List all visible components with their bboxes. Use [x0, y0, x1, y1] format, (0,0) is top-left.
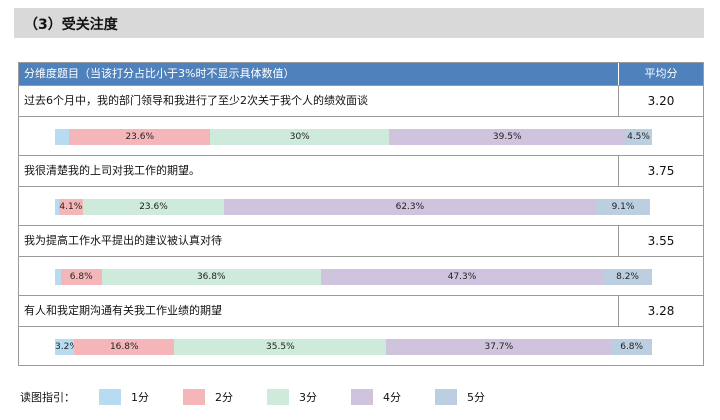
bar-segment-score-3: 30%	[210, 129, 390, 145]
average-score: 3.20	[618, 86, 703, 116]
legend-item-score-1: 1分	[99, 389, 149, 405]
bar-row: 3.2% 16.8% 35.5% 37.7% 6.8%	[19, 326, 703, 365]
header-average: 平均分	[618, 63, 703, 85]
bar-segment-score-2: 6.8%	[60, 269, 102, 285]
legend-swatch	[435, 389, 457, 405]
legend-label: 1分	[131, 391, 149, 404]
stacked-bar: 4.1% 23.6% 62.3% 9.1%	[55, 199, 652, 215]
bar-segment-score-4: 47.3%	[320, 269, 604, 285]
bar-segment-score-2: 4.1%	[58, 199, 84, 215]
bar-segment-score-5: 8.2%	[603, 269, 652, 285]
table-header: 分维度题目（当该打分占比小于3%时不显示具体数值） 平均分	[19, 63, 703, 85]
bar-segment-score-1: 3.2%	[55, 339, 78, 355]
average-score: 3.28	[618, 296, 703, 326]
legend-item-score-2: 2分	[183, 389, 233, 405]
bar-row: 23.6% 30% 39.5% 4.5%	[19, 116, 703, 155]
question-text: 我很清楚我的上司对我工作的期望。	[24, 164, 200, 177]
legend-item-score-5: 5分	[435, 389, 485, 405]
legend-label: 5分	[467, 391, 485, 404]
question-row: 有人和我定期沟通有关我工作业绩的期望 3.28	[19, 295, 703, 326]
legend-label: 4分	[383, 391, 401, 404]
section-title: （3）受关注度	[24, 17, 118, 33]
question-text: 过去6个月中，我的部门领导和我进行了至少2次关于我个人的绩效面谈	[24, 94, 368, 107]
bar-segment-score-1	[55, 129, 70, 145]
bar-segment-score-3: 36.8%	[101, 269, 321, 285]
legend-title: 读图指引：	[20, 391, 75, 404]
legend-swatch	[99, 389, 121, 405]
bar-segment-score-5: 4.5%	[625, 129, 652, 145]
bar-segment-score-4: 37.7%	[386, 339, 612, 355]
question-row: 过去6个月中，我的部门领导和我进行了至少2次关于我个人的绩效面谈 3.20	[19, 85, 703, 116]
bar-segment-score-4: 39.5%	[389, 129, 626, 145]
legend-item-score-4: 4分	[351, 389, 401, 405]
bar-segment-score-2: 16.8%	[74, 339, 175, 355]
question-text: 有人和我定期沟通有关我工作业绩的期望	[24, 304, 222, 317]
bar-segment-score-3: 35.5%	[174, 339, 387, 355]
stacked-bar: 3.2% 16.8% 35.5% 37.7% 6.8%	[55, 339, 652, 355]
average-score: 3.75	[618, 156, 703, 186]
stacked-bar: 6.8% 36.8% 47.3% 8.2%	[55, 269, 652, 285]
section-header: （3）受关注度	[14, 8, 704, 38]
question-row: 我很清楚我的上司对我工作的期望。 3.75	[19, 155, 703, 186]
header-question: 分维度题目（当该打分占比小于3%时不显示具体数值）	[24, 67, 295, 80]
legend-items: 1分 2分 3分 4分 5分	[99, 389, 519, 405]
question-text: 我为提高工作水平提出的建议被认真对待	[24, 234, 222, 247]
bar-segment-score-5: 9.1%	[595, 199, 651, 215]
legend: 读图指引： 1分 2分 3分 4分 5分	[20, 386, 519, 408]
legend-label: 3分	[299, 391, 317, 404]
bar-segment-score-1	[55, 199, 59, 215]
stacked-bar: 23.6% 30% 39.5% 4.5%	[55, 129, 652, 145]
legend-swatch	[267, 389, 289, 405]
legend-swatch	[183, 389, 205, 405]
bar-row: 6.8% 36.8% 47.3% 8.2%	[19, 256, 703, 295]
bar-segment-score-4: 62.3%	[223, 199, 596, 215]
legend-swatch	[351, 389, 373, 405]
bar-segment-score-3: 23.6%	[83, 199, 224, 215]
table-body: 过去6个月中，我的部门领导和我进行了至少2次关于我个人的绩效面谈 3.20 23.6…	[19, 85, 703, 365]
question-row: 我为提高工作水平提出的建议被认真对待 3.55	[19, 225, 703, 256]
bar-segment-score-2: 23.6%	[69, 129, 211, 145]
legend-item-score-3: 3分	[267, 389, 317, 405]
bar-segment-score-5: 6.8%	[611, 339, 652, 355]
bar-segment-score-1	[55, 269, 61, 285]
rating-table: 分维度题目（当该打分占比小于3%时不显示具体数值） 平均分 过去6个月中，我的部…	[18, 62, 704, 366]
legend-label: 2分	[215, 391, 233, 404]
average-score: 3.55	[618, 226, 703, 256]
bar-row: 4.1% 23.6% 62.3% 9.1%	[19, 186, 703, 225]
